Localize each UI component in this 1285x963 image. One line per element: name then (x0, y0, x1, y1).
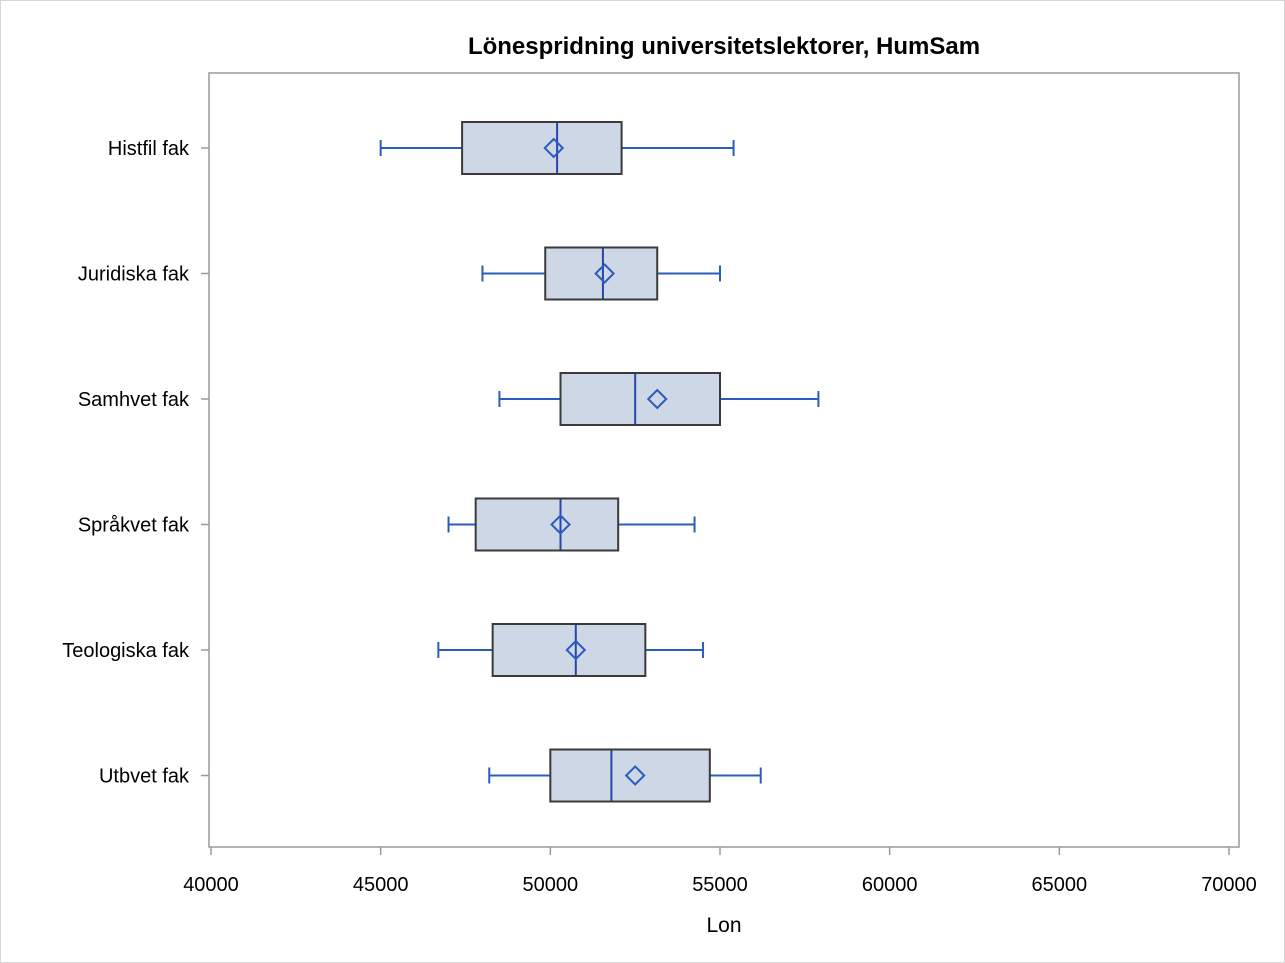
mean-marker (550, 514, 571, 535)
x-tick-label: 40000 (183, 874, 239, 896)
y-category-label: Språkvet fak (78, 515, 190, 537)
box-series (379, 121, 820, 803)
x-axis: 40000 45000 50000 55000 60000 65000 70000 (183, 847, 1257, 896)
x-tick-label: 70000 (1201, 874, 1257, 896)
y-category-label: Samhvet fak (78, 389, 190, 411)
x-tick-label: 55000 (692, 874, 748, 896)
box-group (481, 246, 721, 301)
iqr-box (474, 497, 620, 552)
mean-marker (543, 137, 565, 159)
y-axis: Histfil fak Juridiska fak Samhvet fak Språk… (62, 138, 209, 788)
box-group (437, 623, 705, 677)
iqr-box (549, 748, 711, 803)
mean-marker (565, 639, 587, 661)
y-category-label: Utbvet fak (99, 766, 190, 788)
x-tick-label: 50000 (523, 874, 579, 896)
chart-title: Lönespridning universitetslektorer, HumS… (468, 33, 980, 60)
mean-marker (594, 263, 616, 284)
x-tick-label: 65000 (1032, 874, 1088, 896)
iqr-box (544, 246, 659, 301)
y-category-label: Juridiska fak (78, 264, 190, 286)
box-group (498, 372, 820, 426)
box-group (447, 497, 696, 552)
plot-area (208, 72, 1240, 848)
box-group (488, 748, 762, 803)
iqr-box (491, 623, 647, 677)
y-category-label: Histfil fak (108, 138, 190, 160)
iqr-box (559, 372, 721, 426)
y-category-label: Teologiska fak (62, 640, 190, 662)
iqr-box (461, 121, 623, 175)
x-tick-label: 60000 (862, 874, 918, 896)
mean-marker (646, 388, 668, 410)
x-tick-label: 45000 (353, 874, 409, 896)
mean-marker (624, 765, 646, 786)
box-group (379, 121, 735, 175)
x-axis-label: Lon (706, 914, 741, 937)
